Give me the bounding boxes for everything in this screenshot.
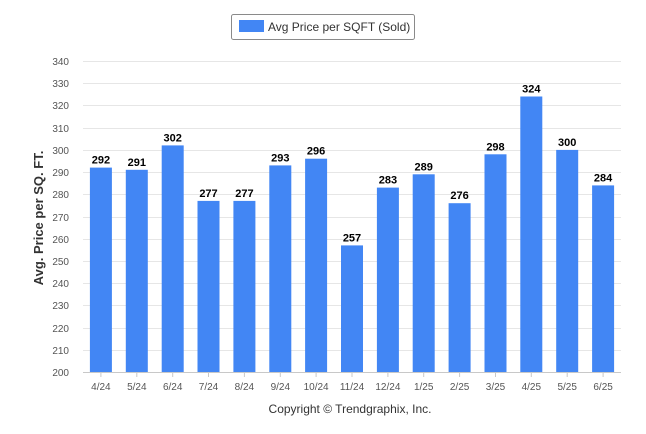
y-tick-label: 260	[52, 235, 69, 246]
bar[interactable]	[161, 145, 184, 372]
y-tick-label: 220	[52, 324, 69, 335]
bar[interactable]	[448, 203, 471, 372]
y-tick-label: 340	[52, 57, 69, 68]
x-tick-label: 1/25	[414, 382, 434, 393]
x-tick-label: 9/24	[271, 382, 291, 393]
bar[interactable]	[592, 185, 615, 372]
y-tick-label: 210	[52, 346, 69, 357]
y-tick-label: 330	[52, 79, 69, 90]
legend[interactable]: Avg Price per SQFT (Sold)	[231, 14, 415, 40]
y-tick-label: 240	[52, 279, 69, 290]
data-label: 302	[164, 132, 182, 144]
x-tick-label: 2/25	[450, 382, 470, 393]
bar[interactable]	[412, 174, 435, 372]
x-tick-label: 7/24	[199, 382, 219, 393]
bars	[89, 96, 615, 373]
y-tick-label: 290	[52, 168, 69, 179]
data-label: 289	[415, 161, 433, 173]
legend-label: Avg Price per SQFT (Sold)	[268, 20, 410, 34]
x-tick-label: 5/24	[127, 382, 147, 393]
y-tick-label: 250	[52, 257, 69, 268]
x-tick-label: 10/24	[304, 382, 329, 393]
y-tick-label: 320	[52, 101, 69, 112]
x-tick-label: 3/25	[486, 382, 506, 393]
bar[interactable]	[197, 200, 220, 372]
y-tick-label: 270	[52, 213, 69, 224]
bar[interactable]	[305, 158, 328, 372]
y-tick-label: 310	[52, 124, 69, 135]
bar[interactable]	[269, 165, 292, 372]
bar[interactable]	[556, 149, 579, 372]
data-labels: 292 291 302 277 277 293 296 257 283 289 276 298 324 3…	[92, 84, 613, 245]
data-label: 291	[128, 157, 146, 169]
data-label: 292	[92, 155, 110, 167]
y-tick-label: 230	[52, 301, 69, 312]
bar[interactable]	[125, 169, 148, 372]
copyright-credit: Copyright © Trendgraphix, Inc.	[269, 402, 432, 416]
data-label: 257	[343, 232, 361, 244]
data-label: 277	[199, 188, 217, 200]
y-tick-label: 200	[52, 368, 69, 379]
x-tick-label: 6/24	[163, 382, 183, 393]
y-axis-ticks: 200 210 220 230 240 250 260 270 280 290 300 310 320 3…	[52, 57, 69, 379]
bar[interactable]	[484, 154, 507, 372]
data-label: 276	[450, 190, 468, 202]
y-tick-label: 280	[52, 190, 69, 201]
data-label: 284	[594, 172, 613, 184]
bar[interactable]	[376, 187, 399, 372]
bar[interactable]	[520, 96, 543, 373]
x-tick-label: 5/25	[557, 382, 577, 393]
bar[interactable]	[233, 200, 256, 372]
data-label: 296	[307, 146, 325, 158]
x-tick-label: 11/24	[340, 382, 365, 393]
x-axis-ticks: 4/24 5/24 6/24 7/24 8/24 9/24 10/24 11/24 12/24 1…	[91, 372, 613, 393]
data-label: 293	[271, 152, 289, 164]
bar[interactable]	[341, 245, 363, 372]
data-label: 277	[235, 188, 253, 200]
x-tick-label: 8/24	[235, 382, 255, 393]
bar[interactable]	[89, 167, 112, 372]
y-tick-label: 300	[52, 146, 69, 157]
x-tick-label: 6/25	[593, 382, 613, 393]
legend-swatch	[239, 20, 264, 32]
legend-box	[231, 14, 415, 40]
data-label: 298	[486, 141, 504, 153]
data-label: 300	[558, 137, 576, 149]
y-axis-label: Avg. Price per SQ. FT.	[31, 151, 46, 286]
x-tick-label: 4/24	[91, 382, 111, 393]
x-tick-label: 4/25	[522, 382, 542, 393]
x-tick-label: 12/24	[375, 382, 400, 393]
data-label: 324	[522, 84, 541, 96]
data-label: 283	[379, 175, 397, 187]
